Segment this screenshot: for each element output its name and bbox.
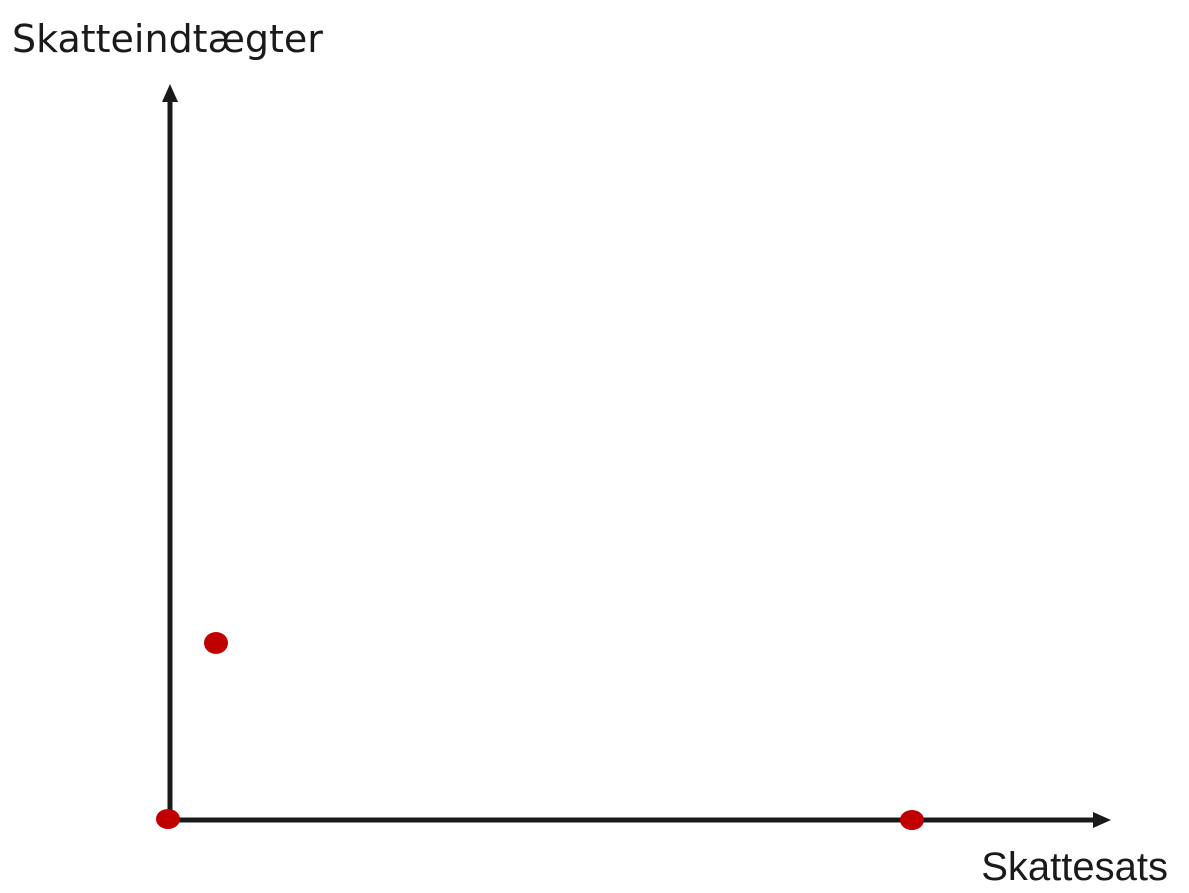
x-axis-label: Skattesats [981, 845, 1168, 889]
x-axis-arrow [1093, 812, 1111, 828]
y-axis-arrow [162, 84, 178, 102]
point [900, 810, 924, 830]
point [156, 809, 180, 829]
point [204, 632, 228, 654]
y-axis-label: Skatteindtægter [12, 17, 323, 61]
